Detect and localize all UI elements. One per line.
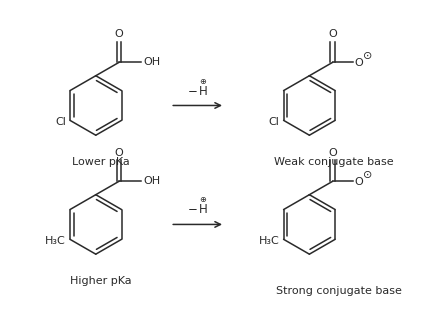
Text: Cl: Cl xyxy=(55,117,66,127)
Text: Lower pKa: Lower pKa xyxy=(72,157,130,167)
Text: $-\,\overset{\oplus}{\mathrm{H}}$: $-\,\overset{\oplus}{\mathrm{H}}$ xyxy=(187,78,208,99)
Text: O: O xyxy=(115,28,123,39)
Text: ⊙: ⊙ xyxy=(363,170,372,180)
Text: Strong conjugate base: Strong conjugate base xyxy=(276,286,402,296)
Text: O: O xyxy=(354,58,363,68)
Text: O: O xyxy=(115,148,123,157)
Text: H₃C: H₃C xyxy=(259,236,279,246)
Text: Weak conjugate base: Weak conjugate base xyxy=(274,157,394,167)
Text: OH: OH xyxy=(143,176,160,186)
Text: ⊙: ⊙ xyxy=(363,52,372,61)
Text: H₃C: H₃C xyxy=(45,236,66,246)
Text: Higher pKa: Higher pKa xyxy=(70,276,131,286)
Text: OH: OH xyxy=(143,57,160,67)
Text: O: O xyxy=(328,28,337,39)
Text: O: O xyxy=(328,148,337,157)
Text: O: O xyxy=(354,177,363,187)
Text: Cl: Cl xyxy=(269,117,279,127)
Text: $-\,\overset{\oplus}{\mathrm{H}}$: $-\,\overset{\oplus}{\mathrm{H}}$ xyxy=(187,197,208,218)
